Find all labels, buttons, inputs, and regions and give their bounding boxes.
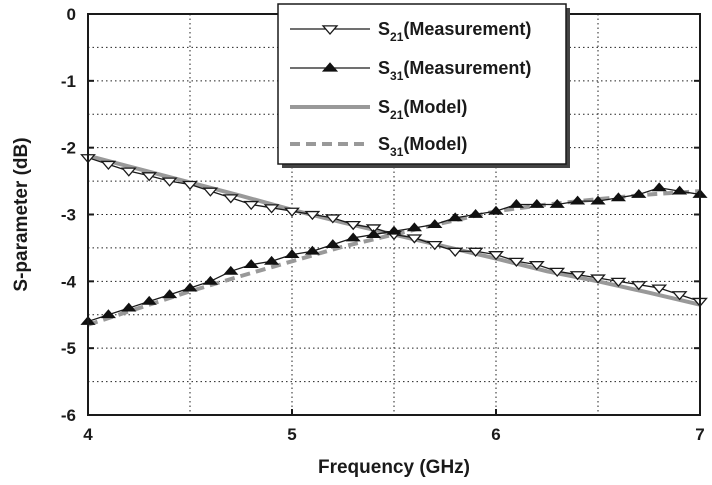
legend-box (277, 3, 567, 165)
legend-label: S31(Model) (378, 134, 467, 159)
y-tick-label: -4 (61, 272, 77, 291)
s21-measurement-marker (120, 167, 137, 177)
plot-series (80, 153, 708, 327)
legend-label: S21(Model) (378, 97, 467, 122)
y-tick-label: -1 (61, 72, 76, 91)
s21-measurement-marker (202, 187, 219, 197)
legend-label: S21(Measurement) (378, 19, 531, 44)
s21-measurement-marker (263, 204, 280, 214)
x-tick-label: 6 (491, 425, 500, 444)
s21-measurement-marker (182, 180, 198, 191)
s21-measurement-marker (161, 177, 178, 187)
legend-marker-filled-triangle (321, 62, 339, 72)
s21-measurement-marker (671, 291, 688, 301)
s31-measurement-marker (427, 219, 443, 228)
s21-measurement-marker (406, 234, 423, 244)
s21-measurement-marker (284, 207, 300, 217)
s21-measurement-marker (508, 257, 525, 267)
s31-measurement-marker (264, 255, 280, 265)
s21-measurement-marker (651, 284, 668, 294)
y-tick-labels: 0 -1 -2 -3 -4 -5 -6 (61, 5, 77, 425)
s21-measurement-marker (304, 210, 321, 221)
s31-measurement-marker (610, 192, 626, 202)
s31-measurement-marker (366, 229, 382, 238)
s21-measurement-marker (345, 220, 362, 231)
s31-measurement-marker (508, 199, 524, 208)
y-tick-label: -3 (61, 206, 76, 225)
s31-measurement-marker (447, 212, 463, 222)
s21-measurement-marker (141, 172, 158, 182)
s31-measurement-marker (202, 275, 218, 285)
legend: S21(Measurement) S31(Measurement) S21(Mode… (277, 3, 570, 168)
s21-measurement-marker (100, 160, 117, 171)
s31-measurement-marker (223, 265, 239, 275)
y-tick-label: -6 (61, 406, 76, 425)
s21-measurement-marker (630, 281, 647, 291)
s31-measurement-marker (570, 195, 586, 205)
y-tick-label: 0 (67, 5, 76, 24)
s21-measurement-marker (447, 247, 464, 257)
s21-measurement-marker (426, 240, 443, 251)
s21-measurement-marker (610, 277, 627, 288)
y-axis-title: S-parameter (dB) (11, 137, 32, 291)
s31-measurement-marker (100, 309, 116, 319)
legend-label: S31(Measurement) (378, 58, 531, 83)
s31-measurement-marker (386, 225, 402, 235)
s31-measurement-marker (631, 189, 647, 198)
s21-measurement-marker (222, 194, 239, 204)
x-tick-labels: 4 5 6 7 (83, 425, 704, 444)
s21-measurement-marker (549, 267, 566, 277)
x-tick-label: 4 (83, 425, 93, 444)
s31-measurement-marker (549, 199, 565, 208)
s31-measurement-marker (304, 245, 320, 255)
s31-measurement-marker (672, 185, 688, 195)
s31-measurement-marker (488, 205, 504, 215)
s21-measurement-marker (528, 261, 545, 271)
s21-measurement-marker (365, 224, 382, 234)
s31-measurement-marker (406, 222, 422, 232)
s31-measurement-marker (284, 249, 300, 259)
s21-measurement-marker (590, 274, 606, 284)
s31-measurement-marker (651, 182, 667, 192)
s31-measurement-marker (182, 282, 198, 292)
s31-measurement-marker (468, 209, 484, 218)
y-tick-label: -5 (61, 339, 76, 358)
y-tick-label: -2 (61, 139, 76, 158)
s21-measurement-marker (569, 271, 586, 281)
series-s31-measurement (80, 182, 708, 325)
x-axis-title: Frequency (GHz) (318, 457, 470, 478)
x-tick-label: 5 (287, 425, 296, 444)
s31-measurement-marker (121, 302, 137, 312)
legend-marker-open-triangle (321, 25, 339, 36)
s21-measurement-marker (467, 247, 484, 257)
x-tick-label: 7 (695, 425, 704, 444)
s31-measurement-marker (590, 195, 606, 205)
s21-measurement-marker (243, 200, 260, 211)
s31-measurement-marker (162, 289, 178, 299)
s21-measurement-marker (488, 251, 504, 261)
s31-measurement-marker (325, 239, 341, 248)
s31-measurement-marker (529, 199, 545, 208)
s31-measurement-marker (345, 232, 361, 242)
s31-measurement-marker (243, 259, 259, 269)
s31-measurement-marker (141, 295, 157, 305)
s21-measurement-marker (324, 214, 341, 224)
